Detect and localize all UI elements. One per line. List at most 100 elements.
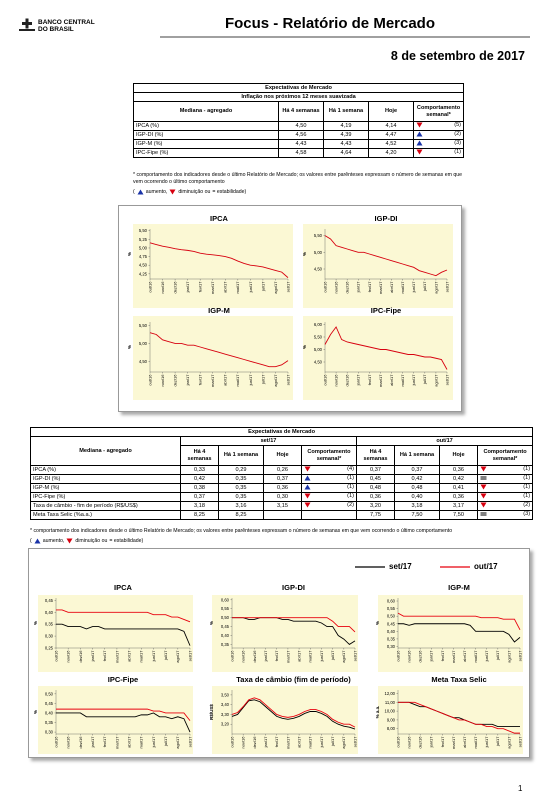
chart-title: IGP-DI <box>375 214 398 223</box>
y-tick-label: 0,50 <box>45 691 54 696</box>
x-tick-label: out/16 <box>229 736 234 748</box>
trend-icon-wrap <box>480 502 487 509</box>
report-date: 8 de setembro de 2017 <box>391 49 525 63</box>
row: IGP-DI (%) 0,42 0,35 0,37 (1) 0,45 0,42 0,42 (1) <box>30 474 534 484</box>
x-tick-label: set/17 <box>517 736 522 748</box>
y-tick-label: 0,35 <box>45 720 54 725</box>
trend-icon-wrap <box>480 475 487 482</box>
trend-icon <box>416 140 423 146</box>
x-tick-label: abr/17 <box>126 650 131 662</box>
y-tick-label: 8,00 <box>387 726 396 731</box>
x-tick-label: dez/16 <box>418 650 423 663</box>
y-tick-label: 5,25 <box>139 237 148 242</box>
x-tick-label: mar/17 <box>114 736 119 749</box>
x-tick-label: mar/17 <box>378 281 383 294</box>
x-tick-label: out/16 <box>229 650 234 662</box>
x-tick-label: mai/17 <box>400 281 405 294</box>
x-tick-label: mai/17 <box>308 650 313 663</box>
x-tick-label: out/16 <box>322 374 327 386</box>
x-tick-label: set/17 <box>352 650 357 662</box>
x-tick-label: set/17 <box>444 281 449 293</box>
y-tick-label: 0,60 <box>221 597 230 602</box>
trend-down <box>480 493 487 499</box>
y-tick-label: 0,55 <box>221 606 230 611</box>
weeks: (1) <box>347 484 354 491</box>
x-tick-label: set/17 <box>285 281 290 293</box>
x-tick-label: out/16 <box>395 650 400 662</box>
series-line <box>56 609 191 623</box>
trend-cell: (1) <box>412 148 465 158</box>
trend-down <box>416 149 423 155</box>
trend-icon-wrap <box>304 484 311 491</box>
x-tick-label: abr/17 <box>223 374 228 386</box>
trend-wrap: (1) <box>304 475 354 482</box>
series-line <box>149 332 289 368</box>
x-tick-label: jan/17 <box>185 281 190 294</box>
trend-icon <box>416 149 423 155</box>
legend-label: set/17 <box>389 562 412 571</box>
x-tick-label: ago/17 <box>273 281 278 294</box>
table2-container: Expectativas de Mercado Mediana - agregad… <box>29 427 534 520</box>
weeks: (2) <box>454 131 462 138</box>
trend-up <box>34 538 41 544</box>
panel-background <box>38 686 193 754</box>
y-tick-label: 5,50 <box>314 233 323 238</box>
y-tick-label: 0,60 <box>387 599 396 604</box>
x-tick-label: nov/16 <box>160 374 165 387</box>
x-tick-label: jul/17 <box>260 374 265 385</box>
weeks: (1) <box>523 466 531 473</box>
x-tick-label: jan/17 <box>429 736 434 749</box>
legend-text: aumento, <box>145 189 168 195</box>
x-tick-label: jul/17 <box>495 736 500 747</box>
y-axis-label: % <box>127 345 132 349</box>
series-line <box>232 617 356 645</box>
y-tick-label: 0,40 <box>45 710 54 715</box>
trend-up <box>304 484 311 490</box>
x-tick-label: ago/17 <box>175 650 180 663</box>
x-tick-label: mar/17 <box>210 281 215 294</box>
footnote-text: * comportamento dos indicadores desde o … <box>133 172 463 185</box>
row: Meta Taxa Selic (%a.a.) 8,25 8,25 7,75 7,50 7… <box>30 510 534 520</box>
x-tick-label: fev/17 <box>102 736 107 748</box>
trend-up <box>304 475 311 481</box>
x-tick-label: mai/17 <box>473 736 478 749</box>
trend-flat <box>480 478 487 480</box>
y-tick-label: 0,35 <box>221 642 230 647</box>
y-tick-label: 0,35 <box>387 636 396 641</box>
x-tick-label: jan/17 <box>356 374 361 387</box>
y-axis-label: % a.a. <box>375 706 380 719</box>
x-tick-label: dez/16 <box>252 650 257 663</box>
row: IPC-Fipe (%) 4,58 4,64 4,20 (1) <box>133 148 465 158</box>
weeks: (1) <box>523 475 531 482</box>
trend-icon <box>304 475 311 481</box>
trend-wrap: (3) <box>416 140 461 147</box>
x-tick-label: dez/16 <box>345 374 350 387</box>
x-tick-label: ago/17 <box>433 374 438 387</box>
page-title: Focus - Relatório de Mercado <box>225 15 435 32</box>
y-tick-label: 6,00 <box>314 322 323 327</box>
panel-background <box>303 224 453 308</box>
trend-flat <box>480 514 487 516</box>
x-tick-label: jun/17 <box>319 736 324 749</box>
trend-flat <box>480 476 487 478</box>
x-tick-label: ago/17 <box>433 281 438 294</box>
trend-icon-wrap <box>416 140 423 147</box>
trend-down <box>66 538 73 544</box>
y-axis-label: % <box>33 710 38 714</box>
y-axis-label: % <box>127 252 132 256</box>
trend-up <box>137 189 144 195</box>
trend-icon <box>34 538 41 544</box>
y-tick-label: 5,00 <box>139 245 148 250</box>
charts-group-1: IPCA 4,25 4,50 4,75 5,00 5,25 5,50% out/16 nov/1… <box>127 214 453 400</box>
x-tick-label: mar/17 <box>114 650 119 663</box>
column-header: Mediana - agregado <box>30 436 181 466</box>
x-tick-label: mai/17 <box>139 736 144 749</box>
trend-down <box>304 493 311 499</box>
x-tick-label: dez/16 <box>78 736 83 749</box>
y-axis-label: % <box>375 621 380 625</box>
x-tick-label: jun/17 <box>248 374 253 387</box>
trend-icon <box>416 131 423 137</box>
table: Expectativas de Mercado Mediana - agregad… <box>29 427 534 520</box>
x-tick-label: mai/17 <box>139 650 144 663</box>
series-line <box>231 699 356 730</box>
